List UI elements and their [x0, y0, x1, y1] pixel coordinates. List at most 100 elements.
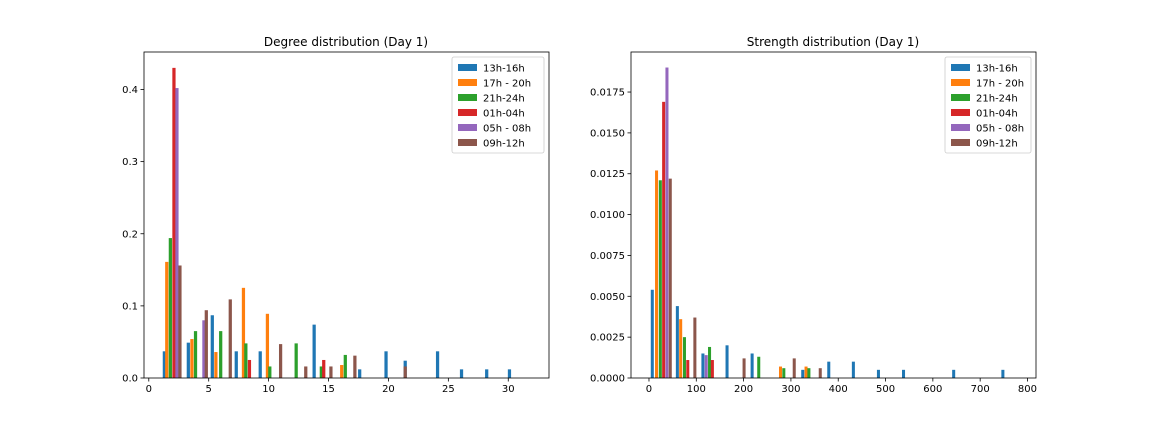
strength-chart-axes-frame: [630, 51, 1037, 379]
strength-bar-series-0: [750, 353, 754, 378]
strength-x-tick-label: 200: [734, 384, 753, 395]
strength-legend-swatch: [951, 124, 970, 131]
strength-chart-ticks: 0 100 200 300 400 500 600 700 800 0.0000 0.0025 0.0…: [590, 88, 1037, 395]
degree-bar-series-2: [268, 366, 272, 378]
degree-x-tick-label: 10: [262, 384, 275, 395]
degree-legend-label: 17h - 20h: [483, 79, 531, 90]
strength-bar-series-1: [804, 366, 808, 378]
strength-legend-label: 09h-12h: [976, 139, 1018, 150]
degree-bar-series-0: [507, 369, 512, 378]
strength-x-tick-label: 800: [1018, 384, 1037, 395]
degree-x-tick-label: 5: [206, 384, 212, 395]
degree-bar-series-2: [319, 366, 323, 378]
strength-x-tick-label: 600: [923, 384, 942, 395]
degree-distribution-panel: Degree distribution (Day 1) 0 5 10 15 20 25 30…: [122, 35, 550, 395]
degree-bar-series-2: [294, 343, 298, 378]
degree-bar-series-0: [358, 369, 362, 378]
strength-bar-series-0: [902, 369, 906, 378]
degree-bar-series-2: [193, 331, 198, 378]
degree-bar-series-5: [178, 265, 182, 378]
degree-legend-swatch: [458, 79, 477, 86]
degree-bar-series-1: [214, 352, 218, 378]
strength-bar-series-2: [782, 368, 786, 378]
strength-bar-series-2: [708, 346, 712, 378]
degree-y-tick-label: 0.3: [122, 157, 138, 168]
strength-y-tick-label: 0.0100: [590, 210, 625, 221]
degree-chart-ticks: 0 5 10 15 20 25 30 0.0 0.1 0.2 0.3 0.4: [122, 85, 515, 395]
strength-legend-swatch: [951, 139, 970, 146]
degree-y-tick-label: 0.4: [122, 85, 138, 96]
strength-x-tick-label: 100: [687, 384, 706, 395]
degree-chart-legend: 13h-16h 17h - 20h 21h-24h 01h-04h 05h - 08h 0…: [451, 56, 545, 154]
strength-legend-label: 05h - 08h: [976, 124, 1024, 135]
strength-y-tick-label: 0.0150: [590, 128, 625, 139]
strength-bar-series-4: [704, 355, 708, 378]
strength-chart-bars: [650, 67, 1005, 379]
degree-bar-series-3: [247, 359, 252, 378]
degree-bar-series-2: [168, 238, 172, 378]
strength-bar-series-2: [757, 356, 761, 378]
strength-bar-series-0: [675, 306, 679, 378]
degree-bar-series-4: [175, 88, 179, 378]
strength-bar-series-3: [710, 360, 714, 378]
degree-x-tick-label: 15: [322, 384, 335, 395]
degree-bar-series-4: [202, 320, 206, 378]
degree-x-tick-label: 25: [442, 384, 455, 395]
strength-bar-series-5: [818, 368, 822, 378]
degree-chart-axes-frame: [143, 51, 550, 379]
strength-legend-swatch: [951, 79, 970, 86]
degree-bar-series-5: [403, 366, 407, 378]
degree-bar-series-0: [210, 315, 214, 378]
degree-legend-label: 01h-04h: [483, 109, 525, 120]
strength-bar-series-4: [665, 67, 669, 379]
strength-bar-series-3: [662, 101, 666, 378]
degree-legend-swatch: [458, 64, 477, 71]
strength-y-tick-label: 0.0000: [590, 374, 625, 385]
strength-bar-series-0: [725, 345, 729, 378]
strength-y-tick-label: 0.0050: [590, 292, 625, 303]
strength-x-tick-label: 400: [829, 384, 848, 395]
degree-bar-series-1: [241, 287, 246, 378]
strength-bar-series-5: [792, 358, 796, 378]
degree-bar-series-0: [435, 351, 440, 378]
degree-legend-swatch: [458, 139, 477, 146]
degree-x-tick-label: 0: [146, 384, 152, 395]
strength-legend-label: 13h-16h: [976, 64, 1018, 75]
strength-y-tick-label: 0.0075: [590, 251, 625, 262]
degree-y-tick-label: 0.2: [122, 229, 138, 240]
degree-legend-label: 13h-16h: [483, 64, 525, 75]
degree-bar-series-0: [258, 351, 262, 378]
strength-bar-series-2: [682, 337, 686, 378]
degree-chart-title: Degree distribution (Day 1): [264, 35, 428, 49]
degree-bar-series-2: [244, 343, 248, 378]
strength-bar-series-3: [686, 360, 690, 378]
strength-x-tick-label: 700: [971, 384, 990, 395]
strength-bar-series-1: [655, 170, 659, 378]
degree-bar-series-0: [234, 351, 238, 378]
degree-bar-series-3: [172, 67, 176, 379]
strength-x-tick-label: 500: [876, 384, 895, 395]
degree-bar-series-1: [340, 365, 344, 378]
degree-bar-series-0: [384, 351, 388, 378]
strength-bar-series-0: [701, 353, 705, 378]
strength-legend-swatch: [951, 109, 970, 116]
strength-bar-series-5: [668, 178, 672, 378]
degree-chart-bars: [162, 67, 512, 379]
strength-bar-series-2: [658, 180, 662, 378]
strength-x-tick-label: 0: [646, 384, 652, 395]
strength-bar-series-0: [876, 369, 880, 378]
strength-bar-series-1: [778, 366, 783, 378]
degree-bar-series-0: [162, 351, 166, 378]
strength-y-tick-label: 0.0175: [590, 88, 625, 99]
strength-chart-title: Strength distribution (Day 1): [747, 35, 919, 49]
degree-bar-series-0: [485, 369, 489, 378]
degree-bar-series-5: [204, 310, 208, 378]
strength-y-tick-label: 0.0125: [590, 169, 625, 180]
degree-bar-series-1: [265, 313, 270, 378]
degree-bar-series-0: [459, 369, 464, 378]
strength-chart-legend: 13h-16h 17h - 20h 21h-24h 01h-04h 05h - 08h 0…: [944, 56, 1032, 154]
strength-y-tick-label: 0.0025: [590, 333, 625, 344]
degree-bar-series-0: [312, 324, 316, 378]
degree-legend-swatch: [458, 94, 477, 101]
